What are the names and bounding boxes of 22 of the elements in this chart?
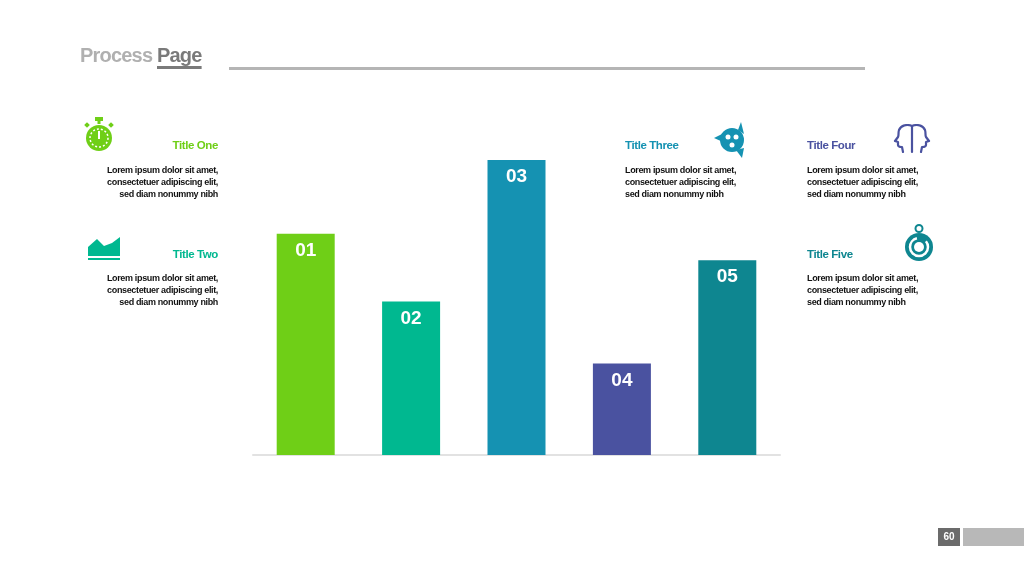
- x-tick-label: 03: [505, 165, 528, 186]
- x-tick-label: 04: [611, 368, 633, 390]
- chart-title: Process Page: [80, 44, 202, 66]
- text: Title Four: [807, 139, 857, 151]
- bar: [487, 160, 546, 455]
- annotation: Lorem ipsum dolor sit amet, consectetuer adipiscing elit, sed diam nonummy nibh: [625, 164, 738, 200]
- bar: [592, 363, 651, 455]
- text: Title One: [171, 139, 218, 151]
- text: Title Five: [807, 248, 854, 260]
- text: Lorem ipsum dolor sit amet, consectetuer adipiscing elit, sed diam nonummy nibh: [807, 164, 920, 200]
- text: Lorem ipsum dolor sit amet, consectetuer adipiscing elit, sed diam nonummy nibh: [807, 272, 920, 308]
- text: Title Two: [171, 248, 218, 260]
- x-tick-label: 05: [716, 265, 739, 287]
- x-tick-label: 01: [295, 238, 317, 260]
- text: 60: [938, 528, 960, 546]
- text: Title Three: [625, 139, 680, 151]
- bar: [276, 233, 335, 455]
- text: Lorem ipsum dolor sit amet, consectetuer adipiscing elit, sed diam nonummy nibh: [105, 164, 218, 200]
- text: Lorem ipsum dolor sit amet, consectetuer adipiscing elit, sed diam nonummy nibh: [105, 272, 218, 308]
- bar: [698, 260, 757, 455]
- bar: [382, 301, 441, 455]
- x-tick-label: 02: [400, 306, 422, 328]
